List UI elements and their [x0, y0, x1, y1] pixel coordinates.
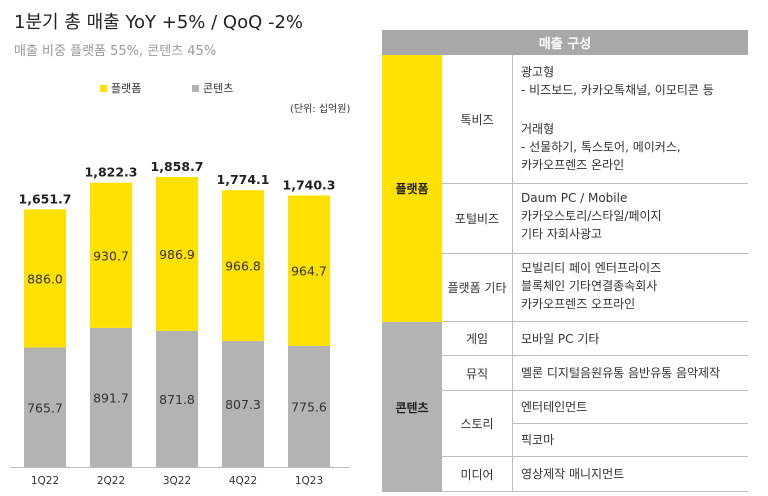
desc-line: 카카오프렌즈 오프라인	[521, 297, 636, 311]
total-value-label: 1,651.7	[19, 191, 72, 206]
desc-talkbiz-ad: 광고형 - 비즈보드, 카카오톡채널, 이모티콘 등	[512, 55, 748, 133]
bar-content	[288, 345, 330, 467]
legend-platform: 플랫폼	[100, 80, 141, 96]
bar-content	[24, 347, 66, 467]
desc-line: 모빌리티 페이 엔터프라이즈	[521, 261, 662, 275]
legend-platform-label: 플랫폼	[111, 82, 142, 95]
desc-platform-etc: 모빌리티 페이 엔터프라이즈 블록체인 기타연결종속회사 카카오프렌즈 오프라인	[512, 254, 748, 322]
desc-line: 블록체인 기타연결종속회사	[521, 279, 658, 293]
content-value-label: 891.7	[93, 390, 129, 405]
desc-line: 카카오프렌즈 온라인	[521, 158, 625, 172]
desc-line: 영상제작 매니지먼트	[521, 467, 625, 481]
desc-line: - 선물하기, 톡스토어, 메이커스,	[521, 140, 681, 154]
total-value-label: 1,858.7	[151, 159, 204, 174]
unit-label: (단위: 십억원)	[290, 104, 351, 115]
bar-platform	[24, 209, 66, 348]
desc-line: 멜론 디지털음원유통 음반유통 음악제작	[521, 366, 721, 380]
bar-platform	[288, 195, 330, 346]
bar-content	[156, 330, 198, 467]
x-tick-label: 1Q23	[295, 475, 323, 487]
platform-value-label: 886.0	[27, 271, 63, 286]
sub-portalbiz: 포털비즈	[442, 184, 512, 254]
desc-line: 거래형	[521, 122, 555, 136]
sub-story: 스토리	[442, 391, 512, 457]
desc-music: 멜론 디지털음원유통 음반유통 음악제작	[512, 356, 748, 391]
content-value-label: 871.8	[159, 392, 195, 407]
sub-game: 게임	[442, 322, 512, 356]
sub-media: 미디어	[442, 457, 512, 492]
x-tick-label: 4Q22	[229, 475, 257, 487]
content-value-label: 807.3	[225, 397, 261, 412]
platform-value-label: 966.8	[225, 259, 261, 274]
table-title: 매출 구성	[382, 30, 748, 55]
category-content: 콘텐츠	[382, 322, 442, 492]
sub-music: 뮤직	[442, 356, 512, 391]
desc-line: 엔터테인먼트	[521, 400, 588, 414]
legend-platform-swatch	[100, 84, 107, 92]
legend-content-label: 콘텐츠	[203, 82, 234, 95]
content-value-label: 765.7	[27, 400, 63, 415]
bar-platform	[156, 177, 198, 331]
desc-story-piccoma: 픽코마	[512, 424, 748, 457]
stacked-bar-chart: 765.7 886.0 1,651.7 1Q22 891.7 930.7 1,822.3 2Q…	[10, 159, 350, 487]
bar-platform	[90, 182, 132, 328]
desc-line: 모바일 PC 기타	[521, 331, 600, 346]
platform-value-label: 930.7	[93, 248, 129, 263]
content-value-label: 775.6	[291, 399, 327, 414]
sub-platform-etc: 플랫폼 기타	[442, 254, 512, 322]
bar-content	[90, 327, 132, 467]
x-tick-label: 2Q22	[97, 475, 125, 487]
page-title: 1분기 총 매출 YoY +5% / QoQ -2%	[14, 12, 304, 33]
bar-content	[222, 341, 264, 467]
x-tick-label: 1Q22	[31, 475, 59, 487]
sub-talkbiz: 톡비즈	[442, 55, 512, 184]
legend-content-swatch	[192, 84, 199, 92]
revenue-share-subtitle: 매출 비중 플랫폼 55%, 콘텐츠 45%	[14, 44, 217, 59]
desc-talkbiz-trade: 거래형 - 선물하기, 톡스토어, 메이커스, 카카오프렌즈 온라인	[512, 117, 748, 184]
desc-portalbiz: Daum PC / Mobile 카카오스토리/스타일/페이지 기타 자회사광고	[512, 184, 748, 254]
desc-story-ent: 엔터테인먼트	[512, 391, 748, 424]
legend-content: 콘텐츠	[192, 80, 233, 96]
platform-value-label: 986.9	[159, 247, 195, 262]
bar-platform	[222, 190, 264, 342]
desc-line: 광고형	[521, 65, 555, 79]
platform-value-label: 964.7	[291, 264, 327, 279]
category-platform: 플랫폼	[382, 55, 442, 322]
total-value-label: 1,774.1	[217, 172, 270, 187]
desc-line: Daum PC / Mobile	[521, 191, 628, 205]
desc-game: 모바일 PC 기타	[512, 322, 748, 356]
total-value-label: 1,740.3	[283, 177, 336, 192]
desc-line: 픽코마	[521, 433, 555, 447]
revenue-composition-table: 매출 구성 플랫폼 콘텐츠 톡비즈 광고형 - 비즈보드, 카카오톡채널, 이모…	[382, 30, 748, 492]
desc-line: - 비즈보드, 카카오톡채널, 이모티콘 등	[521, 83, 714, 97]
x-tick-label: 3Q22	[163, 475, 191, 487]
desc-line: 카카오스토리/스타일/페이지	[521, 209, 662, 223]
total-value-label: 1,822.3	[85, 165, 138, 180]
desc-media: 영상제작 매니지먼트	[512, 457, 748, 492]
desc-line: 기타 자회사광고	[521, 227, 603, 241]
